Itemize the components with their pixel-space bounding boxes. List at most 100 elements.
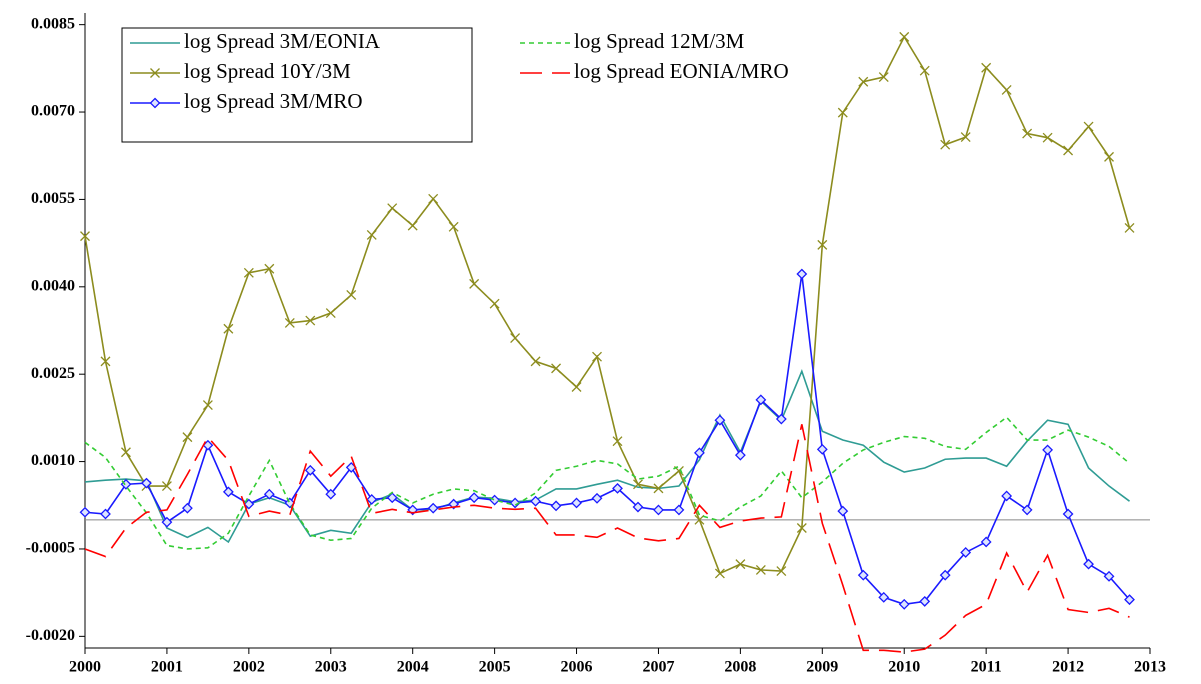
- x-tick-label: 2011: [971, 659, 1002, 676]
- x-tick-label: 2003: [315, 659, 347, 676]
- marker: [612, 436, 623, 447]
- marker: [161, 481, 172, 492]
- marker: [202, 400, 213, 411]
- y-tick-label: 0.0055: [31, 190, 75, 207]
- marker: [510, 333, 521, 344]
- marker: [878, 591, 890, 603]
- marker: [100, 508, 111, 520]
- legend-label: log Spread 3M/MRO: [184, 89, 363, 113]
- marker: [263, 488, 275, 500]
- marker: [530, 495, 541, 507]
- marker: [1021, 504, 1033, 516]
- marker: [571, 497, 582, 509]
- legend-marker: [149, 97, 161, 109]
- marker: [1083, 558, 1094, 570]
- x-tick-label: 2001: [151, 659, 183, 676]
- marker: [1104, 151, 1114, 162]
- legend-label: log Spread 12M/3M: [574, 29, 745, 53]
- marker: [1001, 490, 1013, 502]
- marker: [673, 504, 685, 516]
- x-tick-label: 2007: [642, 659, 674, 676]
- marker: [817, 239, 828, 250]
- marker: [489, 298, 500, 309]
- marker: [141, 477, 152, 489]
- marker: [755, 564, 766, 575]
- marker: [653, 504, 664, 516]
- x-tick-label: 2002: [233, 659, 265, 676]
- marker: [428, 193, 439, 204]
- y-tick-label: -0.0020: [26, 627, 75, 644]
- marker: [1062, 508, 1074, 520]
- marker: [796, 268, 808, 280]
- series-line: [84, 369, 1130, 544]
- marker: [1103, 570, 1115, 582]
- x-tick-label: 2005: [479, 659, 511, 676]
- marker: [939, 569, 951, 581]
- marker: [898, 598, 910, 610]
- marker: [571, 382, 582, 392]
- marker: [427, 502, 439, 514]
- marker: [264, 263, 275, 274]
- marker: [79, 506, 91, 518]
- marker: [530, 356, 541, 367]
- marker: [775, 413, 787, 425]
- marker: [796, 523, 807, 533]
- marker: [919, 65, 930, 76]
- legend-label: log Spread EONIA/MRO: [574, 59, 789, 83]
- marker: [714, 414, 726, 426]
- marker: [100, 356, 111, 367]
- marker: [755, 394, 767, 406]
- marker: [857, 569, 869, 581]
- series-line: [84, 424, 1130, 653]
- marker: [182, 432, 193, 443]
- marker: [878, 72, 889, 83]
- marker: [632, 501, 644, 513]
- legend-marker: [150, 68, 160, 78]
- marker: [222, 486, 234, 498]
- marker: [509, 497, 521, 509]
- marker: [816, 443, 828, 455]
- x-tick-label: 2012: [1052, 659, 1084, 676]
- series-line: [84, 416, 1131, 550]
- marker: [387, 203, 398, 214]
- marker: [1124, 594, 1135, 606]
- marker: [284, 497, 296, 509]
- legend-box: [121, 27, 473, 143]
- x-tick-label: 2010: [888, 659, 920, 676]
- marker: [121, 447, 131, 458]
- marker: [366, 494, 378, 505]
- marker: [1083, 121, 1094, 132]
- marker: [592, 351, 602, 362]
- marker: [981, 62, 992, 73]
- y-tick-label: 0.0025: [31, 365, 75, 382]
- marker: [837, 107, 848, 118]
- x-tick-label: 2008: [724, 659, 756, 676]
- y-tick-label: 0.0040: [31, 277, 75, 294]
- marker: [304, 464, 316, 476]
- marker: [161, 516, 173, 528]
- marker: [181, 502, 193, 514]
- marker: [980, 536, 992, 548]
- marker: [899, 31, 910, 42]
- marker: [305, 315, 316, 326]
- y-tick-label: 0.0010: [31, 452, 75, 469]
- y-tick-label: 0.0085: [31, 15, 75, 32]
- x-tick-label: 2006: [561, 659, 593, 676]
- marker: [1022, 128, 1033, 139]
- marker: [776, 566, 787, 577]
- marker: [325, 488, 337, 500]
- marker: [407, 220, 418, 231]
- marker: [551, 363, 562, 374]
- marker: [1042, 132, 1053, 143]
- marker: [80, 231, 90, 242]
- marker: [366, 229, 377, 240]
- marker: [735, 559, 746, 570]
- marker: [694, 447, 705, 459]
- marker: [694, 514, 705, 525]
- marker: [550, 500, 562, 512]
- marker: [653, 483, 664, 494]
- marker: [1001, 84, 1012, 95]
